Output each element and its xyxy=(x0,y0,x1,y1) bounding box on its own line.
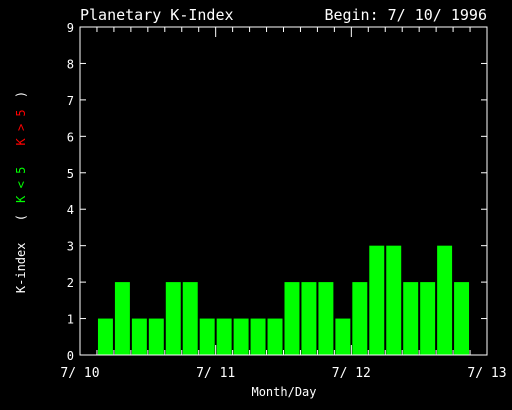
y-tick-label: 1 xyxy=(67,313,74,327)
y-axis-label-close: ) xyxy=(14,91,28,98)
chart-title: Planetary K-Index xyxy=(80,6,234,24)
y-axis-label-prefix: K-index xyxy=(14,243,28,294)
y-axis-label-low: K < 5 xyxy=(14,167,28,203)
x-tick-label: 7/ 10 xyxy=(60,366,99,381)
kp-bar xyxy=(131,318,147,355)
kp-bar xyxy=(335,318,351,355)
kp-bar xyxy=(386,245,402,355)
y-axis-label-high: K > 5 xyxy=(14,109,28,145)
x-tick-label: 7/ 12 xyxy=(332,366,371,381)
x-tick-label: 7/ 13 xyxy=(467,366,506,381)
kp-bar xyxy=(216,318,232,355)
y-tick-label: 5 xyxy=(67,167,74,181)
kp-bar xyxy=(199,318,215,355)
chart-subtitle: Begin: 7/ 10/ 1996 xyxy=(324,6,487,24)
y-tick-label: 9 xyxy=(67,21,74,35)
kp-bar xyxy=(165,282,181,355)
kp-bar xyxy=(454,282,470,355)
kp-bar xyxy=(182,282,198,355)
y-axis-label-open: ( xyxy=(14,214,28,221)
kp-bar xyxy=(301,282,317,355)
y-tick-label: 6 xyxy=(67,130,74,144)
bars-layer xyxy=(97,245,470,355)
y-tick-label: 8 xyxy=(67,57,74,71)
y-tick-label: 4 xyxy=(67,203,74,217)
kp-bar xyxy=(420,282,436,355)
kp-bar xyxy=(403,282,419,355)
kp-bar xyxy=(318,282,334,355)
kp-bar xyxy=(114,282,130,355)
kp-bar xyxy=(369,245,385,355)
kp-bar xyxy=(437,245,453,355)
kp-bar xyxy=(284,282,300,355)
kp-bar xyxy=(352,282,368,355)
kp-bar xyxy=(267,318,283,355)
x-tick-label: 7/ 11 xyxy=(196,366,235,381)
kp-bar xyxy=(148,318,164,355)
kp-bar xyxy=(97,318,113,355)
y-tick-label: 2 xyxy=(67,276,74,290)
y-tick-label: 0 xyxy=(67,349,74,363)
x-axis-label: Month/Day xyxy=(251,385,316,399)
y-tick-label: 3 xyxy=(67,240,74,254)
y-axis-label: K-index ( K < 5 K > 5 ) xyxy=(14,91,28,293)
kp-bar xyxy=(233,318,249,355)
y-tick-label: 7 xyxy=(67,94,74,108)
kp-bar xyxy=(250,318,266,355)
ticks-layer: 0 1 2 3 4 5 6 7 8 9 7/ 10 7/ 11 7/ 12 7/ 13 xyxy=(60,21,506,381)
